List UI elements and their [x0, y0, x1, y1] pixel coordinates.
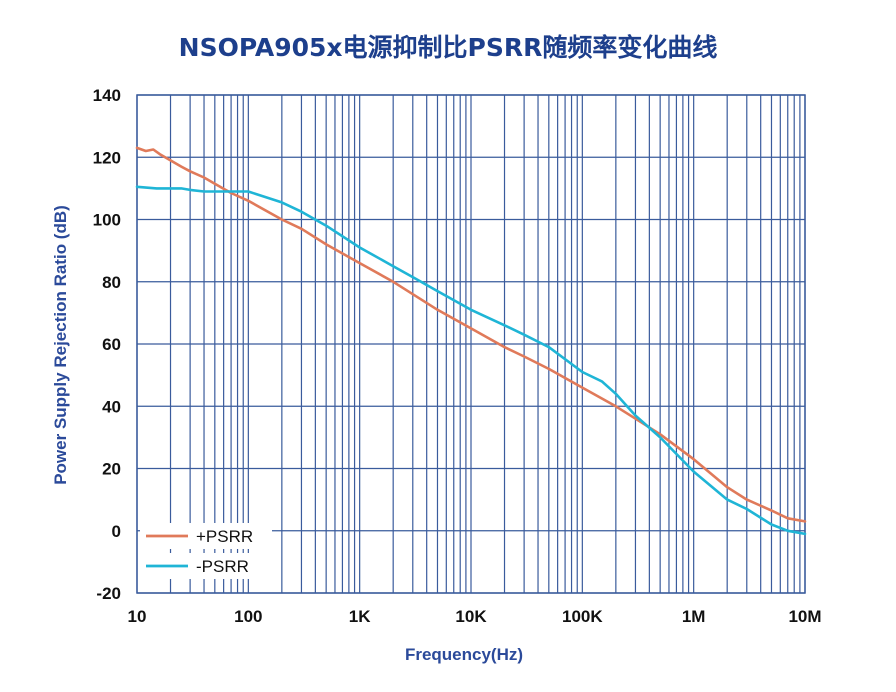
x-tick-labels: 10 100 1K 10K 100K 1M 10M	[128, 607, 822, 626]
y-tick-label: 40	[102, 397, 121, 416]
series-layer	[135, 146, 807, 536]
x-tick-label: 10K	[455, 607, 487, 626]
x-tick-label: 100K	[562, 607, 603, 626]
x-tick-label: 1K	[349, 607, 371, 626]
y-tick-label: 100	[93, 211, 121, 230]
y-tick-label: 120	[93, 148, 121, 167]
y-axis-label: Power Supply Rejection Ratio (dB)	[51, 205, 70, 485]
y-tick-label: 0	[112, 522, 121, 541]
y-tick-labels: -20 0 20 40 60 80 100 120 140	[93, 86, 121, 603]
legend-label: -PSRR	[196, 557, 249, 576]
series-line-minus-psrr	[135, 185, 807, 536]
x-tick-label: 10M	[788, 607, 821, 626]
y-tick-label: 80	[102, 273, 121, 292]
y-tick-label: 20	[102, 460, 121, 479]
y-tick-label: 60	[102, 335, 121, 354]
series-line-plus-psrr	[135, 146, 807, 523]
x-tick-label: 1M	[682, 607, 706, 626]
x-axis-label: Frequency(Hz)	[405, 645, 523, 664]
y-tick-label: 140	[93, 86, 121, 105]
grid	[136, 94, 806, 594]
legend: +PSRR -PSRR	[140, 523, 272, 579]
x-tick-label: 10	[128, 607, 147, 626]
chart-title: NSOPA905x电源抑制比PSRR随频率变化曲线	[179, 33, 718, 62]
x-tick-label: 100	[234, 607, 262, 626]
y-tick-label: -20	[96, 584, 121, 603]
legend-label: +PSRR	[196, 527, 253, 546]
plot-frame	[136, 94, 806, 594]
